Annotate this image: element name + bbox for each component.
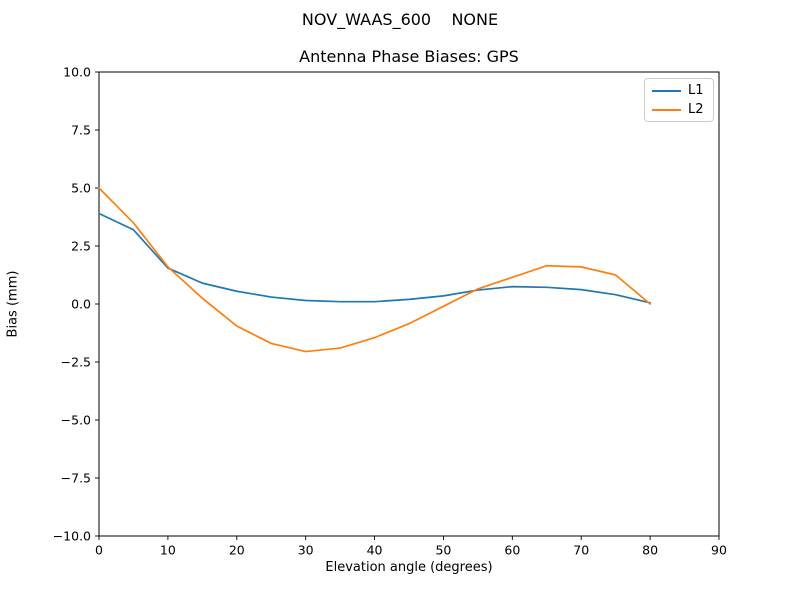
y-tick-label: −2.5 [61,355,91,370]
y-tick-label: −10.0 [53,529,91,544]
x-axis-label: Elevation angle (degrees) [325,560,493,575]
x-tick-label: 40 [367,543,383,558]
x-tick-label: 10 [160,543,176,558]
legend-item-L1: L1 [652,84,705,97]
legend-item-L2: L2 [652,103,705,116]
legend-line-swatch [652,108,681,111]
figure-suptitle: NOV_WAAS_600 NONE [301,10,499,29]
y-tick-label: 7.5 [71,123,91,138]
y-tick-label: −5.0 [61,413,91,428]
legend: L1 L2 [644,78,714,122]
legend-label: L2 [688,102,704,117]
x-tick-label: 90 [711,543,727,558]
y-tick-label: 0.0 [71,297,91,312]
x-tick-label: 80 [642,543,658,558]
legend-line-swatch [652,89,681,92]
y-tick-label: 10.0 [63,65,91,80]
series-line-L2 [98,187,651,353]
x-tick-label: 0 [95,543,103,558]
y-tick-label: 2.5 [71,239,91,254]
axes-frame [98,71,720,537]
x-tick-label: 60 [504,543,520,558]
x-tick-label: 70 [573,543,589,558]
x-tick-label: 50 [435,543,451,558]
y-tick-label: 5.0 [71,181,91,196]
y-tick-label: −7.5 [61,471,91,486]
y-axis-label: Bias (mm) [5,270,21,338]
axes-title: Antenna Phase Biases: GPS [299,47,519,66]
x-tick-label: 20 [229,543,245,558]
x-tick-label: 30 [298,543,314,558]
legend-label: L1 [688,83,704,98]
series-line-L1 [98,212,651,304]
